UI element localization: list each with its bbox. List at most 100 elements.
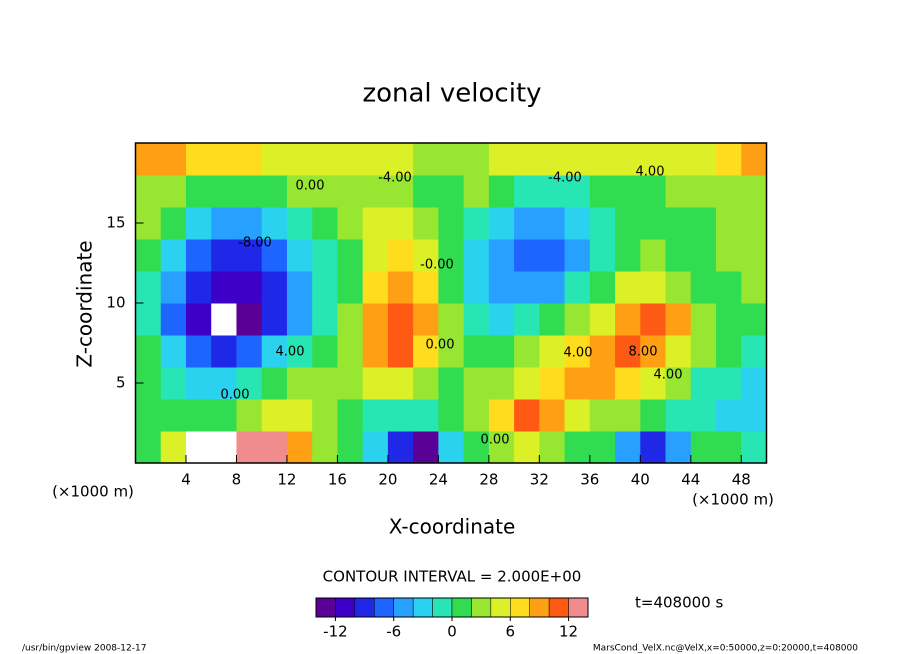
cell (236, 399, 263, 432)
x-tick-label: 28 (479, 471, 498, 489)
cell (463, 303, 490, 336)
cell (286, 399, 313, 432)
cell (185, 367, 212, 400)
cell (615, 367, 641, 400)
colorbar-tick-label: -6 (386, 623, 401, 641)
cell (615, 431, 641, 464)
cell (236, 367, 263, 400)
cell (337, 207, 364, 240)
cell (185, 271, 212, 304)
cell (438, 335, 465, 368)
cell (488, 143, 515, 176)
cell (564, 239, 591, 272)
colorbar-swatch (393, 597, 414, 618)
x-tick-label: 8 (232, 471, 242, 489)
cell (438, 367, 465, 400)
cell (690, 207, 717, 240)
cell (615, 303, 641, 336)
cell (640, 399, 667, 432)
cell (413, 303, 439, 336)
cell (337, 303, 364, 336)
cell (312, 271, 338, 304)
cell (413, 175, 439, 208)
cell (640, 271, 667, 304)
cell (211, 335, 237, 368)
cell (589, 175, 616, 208)
cell (665, 335, 692, 368)
cell (741, 431, 767, 464)
cell (337, 239, 364, 272)
cell (236, 143, 263, 176)
y-axis-label: Z-coordinate (73, 240, 97, 367)
colorbar-swatch (374, 597, 394, 618)
time-label: t=408000 s (635, 594, 723, 612)
cell (514, 303, 540, 336)
cell (640, 143, 667, 176)
x-unit: (×1000 m) (692, 491, 774, 509)
cell (413, 271, 439, 304)
footer-left: /usr/bin/gpview 2008-12-17 (22, 644, 146, 654)
cell (615, 207, 641, 240)
cell (488, 335, 515, 368)
cell (413, 367, 439, 400)
cell (463, 239, 490, 272)
cell (665, 207, 692, 240)
cell (438, 207, 465, 240)
cell (286, 367, 313, 400)
cell (236, 239, 263, 272)
cell (514, 143, 540, 176)
cell (716, 335, 742, 368)
cell (514, 335, 540, 368)
cell (286, 239, 313, 272)
cell (211, 271, 237, 304)
colorbar-swatch (451, 597, 472, 618)
cell (463, 207, 490, 240)
cell (236, 431, 263, 464)
cell (387, 303, 414, 336)
cell (589, 271, 616, 304)
cell (615, 271, 641, 304)
cell (741, 367, 767, 400)
cell (261, 367, 288, 400)
cell (488, 399, 515, 432)
cell (160, 335, 187, 368)
cell (135, 335, 162, 368)
cell (640, 239, 667, 272)
cell (514, 399, 540, 432)
cell (261, 143, 288, 176)
cell (312, 143, 338, 176)
cell (438, 303, 465, 336)
cell (286, 303, 313, 336)
cell (514, 239, 540, 272)
cell (135, 399, 162, 432)
colorbar-swatch (335, 597, 356, 618)
cell (564, 271, 591, 304)
contour-label: -0.00 (420, 258, 454, 273)
cell (589, 207, 616, 240)
cell (488, 207, 515, 240)
cell (741, 303, 767, 336)
cell (286, 175, 313, 208)
cell (564, 399, 591, 432)
cell (589, 431, 616, 464)
y-unit: (×1000 m) (52, 483, 134, 501)
cell (463, 143, 490, 176)
cell (463, 399, 490, 432)
contour-label: -4.00 (378, 171, 412, 186)
cell (261, 335, 288, 368)
cell (413, 207, 439, 240)
x-tick-label: 4 (181, 471, 191, 489)
cell (211, 143, 237, 176)
cell (589, 367, 616, 400)
x-tick-label: 16 (328, 471, 347, 489)
cell (564, 431, 591, 464)
contour-label: 0.00 (481, 433, 510, 448)
cell (564, 175, 591, 208)
colorbar-swatch (568, 597, 589, 618)
cell (160, 239, 187, 272)
cell (286, 335, 313, 368)
colorbar-swatch (315, 597, 336, 618)
cell (690, 399, 717, 432)
cell (236, 175, 263, 208)
